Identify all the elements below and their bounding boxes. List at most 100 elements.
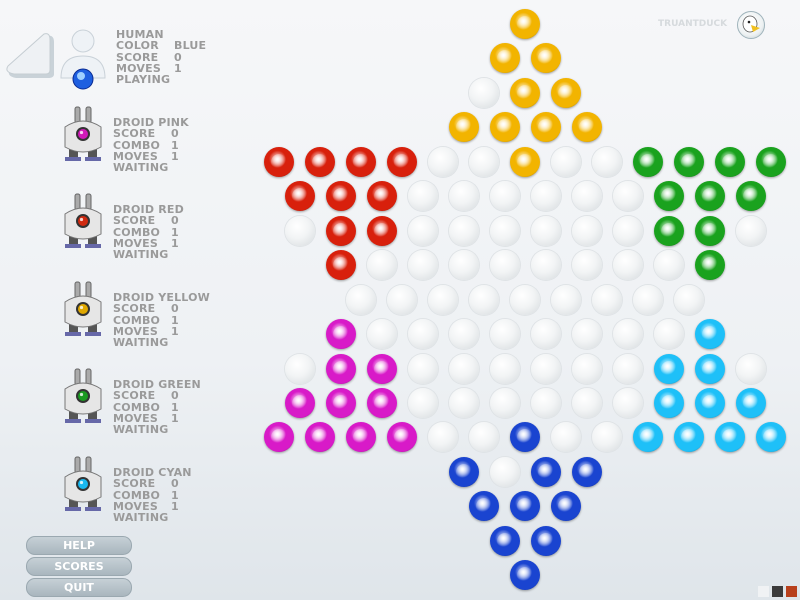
- empty-hole[interactable]: [448, 250, 479, 281]
- blue-marble[interactable]: [530, 456, 561, 487]
- blue-marble[interactable]: [510, 491, 540, 522]
- cyan-marble[interactable]: [694, 319, 725, 350]
- blue-marble[interactable]: [489, 525, 520, 556]
- empty-hole[interactable]: [571, 250, 602, 281]
- yellow-marble[interactable]: [510, 146, 540, 177]
- red-marble[interactable]: [264, 146, 294, 177]
- empty-hole[interactable]: [530, 181, 561, 212]
- empty-hole[interactable]: [489, 181, 520, 212]
- pink-marble[interactable]: [366, 353, 397, 384]
- pink-marble[interactable]: [264, 422, 294, 453]
- empty-hole[interactable]: [489, 319, 520, 350]
- empty-hole[interactable]: [612, 319, 643, 350]
- empty-hole[interactable]: [612, 353, 643, 384]
- empty-hole[interactable]: [571, 215, 602, 246]
- empty-hole[interactable]: [469, 146, 499, 177]
- empty-hole[interactable]: [407, 353, 438, 384]
- empty-hole[interactable]: [284, 353, 315, 384]
- cyan-marble[interactable]: [694, 387, 725, 418]
- red-marble[interactable]: [366, 181, 397, 212]
- green-marble[interactable]: [715, 146, 745, 177]
- empty-hole[interactable]: [592, 422, 622, 453]
- blue-marble[interactable]: [551, 491, 581, 522]
- empty-hole[interactable]: [530, 215, 561, 246]
- blue-marble[interactable]: [571, 456, 602, 487]
- red-marble[interactable]: [325, 181, 356, 212]
- green-marble[interactable]: [756, 146, 786, 177]
- empty-hole[interactable]: [428, 284, 458, 315]
- red-marble[interactable]: [284, 181, 315, 212]
- empty-hole[interactable]: [407, 319, 438, 350]
- scores-button[interactable]: SCORES: [26, 557, 132, 576]
- yellow-marble[interactable]: [510, 77, 540, 108]
- cyan-marble[interactable]: [735, 387, 766, 418]
- empty-hole[interactable]: [469, 77, 499, 108]
- empty-hole[interactable]: [428, 146, 458, 177]
- empty-hole[interactable]: [592, 284, 622, 315]
- cyan-marble[interactable]: [715, 422, 745, 453]
- yellow-marble[interactable]: [551, 77, 581, 108]
- green-marble[interactable]: [694, 250, 725, 281]
- empty-hole[interactable]: [489, 250, 520, 281]
- pink-marble[interactable]: [325, 353, 356, 384]
- empty-hole[interactable]: [735, 215, 766, 246]
- pink-marble[interactable]: [346, 422, 376, 453]
- empty-hole[interactable]: [530, 319, 561, 350]
- green-marble[interactable]: [674, 146, 704, 177]
- theme-swatch-black[interactable]: [772, 586, 783, 597]
- pink-marble[interactable]: [387, 422, 417, 453]
- empty-hole[interactable]: [530, 353, 561, 384]
- blue-marble[interactable]: [530, 525, 561, 556]
- empty-hole[interactable]: [489, 215, 520, 246]
- theme-swatch-red[interactable]: [786, 586, 797, 597]
- yellow-marble[interactable]: [489, 43, 520, 74]
- yellow-marble[interactable]: [489, 112, 520, 143]
- empty-hole[interactable]: [612, 215, 643, 246]
- help-button[interactable]: HELP: [26, 536, 132, 555]
- empty-hole[interactable]: [551, 422, 581, 453]
- empty-hole[interactable]: [284, 215, 315, 246]
- empty-hole[interactable]: [346, 284, 376, 315]
- empty-hole[interactable]: [551, 284, 581, 315]
- blue-marble[interactable]: [510, 422, 540, 453]
- empty-hole[interactable]: [407, 250, 438, 281]
- empty-hole[interactable]: [571, 181, 602, 212]
- empty-hole[interactable]: [448, 319, 479, 350]
- blue-marble[interactable]: [469, 491, 499, 522]
- empty-hole[interactable]: [653, 319, 684, 350]
- yellow-marble[interactable]: [530, 112, 561, 143]
- green-marble[interactable]: [653, 181, 684, 212]
- empty-hole[interactable]: [612, 181, 643, 212]
- empty-hole[interactable]: [448, 215, 479, 246]
- pink-marble[interactable]: [366, 387, 397, 418]
- yellow-marble[interactable]: [448, 112, 479, 143]
- empty-hole[interactable]: [551, 146, 581, 177]
- empty-hole[interactable]: [407, 181, 438, 212]
- red-marble[interactable]: [366, 215, 397, 246]
- empty-hole[interactable]: [735, 353, 766, 384]
- empty-hole[interactable]: [448, 387, 479, 418]
- duck-logo-icon[interactable]: [737, 11, 765, 39]
- yellow-marble[interactable]: [510, 9, 540, 39]
- empty-hole[interactable]: [387, 284, 417, 315]
- yellow-marble[interactable]: [530, 43, 561, 74]
- empty-hole[interactable]: [448, 353, 479, 384]
- empty-hole[interactable]: [510, 284, 540, 315]
- cyan-marble[interactable]: [694, 353, 725, 384]
- cyan-marble[interactable]: [653, 387, 684, 418]
- red-marble[interactable]: [305, 146, 335, 177]
- empty-hole[interactable]: [653, 250, 684, 281]
- empty-hole[interactable]: [592, 146, 622, 177]
- pink-marble[interactable]: [284, 387, 315, 418]
- empty-hole[interactable]: [530, 250, 561, 281]
- theme-swatch-white[interactable]: [758, 586, 769, 597]
- blue-marble[interactable]: [510, 560, 540, 591]
- empty-hole[interactable]: [571, 387, 602, 418]
- empty-hole[interactable]: [489, 353, 520, 384]
- empty-hole[interactable]: [612, 250, 643, 281]
- red-marble[interactable]: [346, 146, 376, 177]
- empty-hole[interactable]: [612, 387, 643, 418]
- empty-hole[interactable]: [571, 319, 602, 350]
- green-marble[interactable]: [694, 215, 725, 246]
- empty-hole[interactable]: [407, 215, 438, 246]
